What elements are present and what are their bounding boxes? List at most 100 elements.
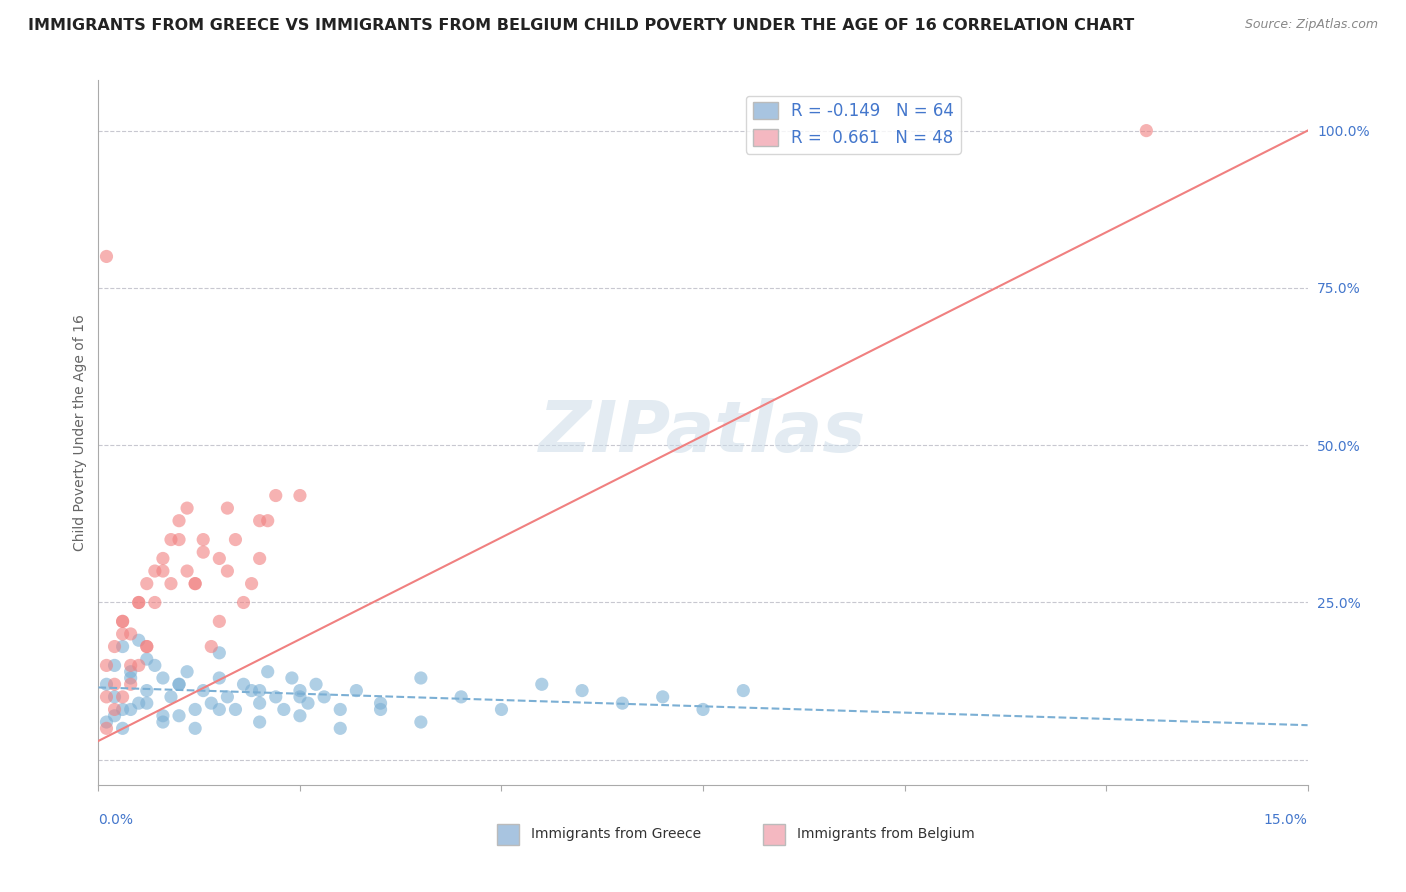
Point bbox=[305, 677, 328, 691]
Point bbox=[184, 702, 207, 716]
Point bbox=[1135, 123, 1157, 137]
Legend: R = -0.149   N = 64, R =  0.661   N = 48: R = -0.149 N = 64, R = 0.661 N = 48 bbox=[747, 95, 960, 153]
Point bbox=[217, 501, 239, 516]
Point bbox=[184, 576, 207, 591]
Point bbox=[256, 514, 278, 528]
Point bbox=[96, 690, 118, 704]
Point bbox=[200, 696, 222, 710]
Y-axis label: Child Poverty Under the Age of 16: Child Poverty Under the Age of 16 bbox=[73, 314, 87, 551]
Point bbox=[135, 640, 157, 654]
Point bbox=[314, 690, 336, 704]
Point bbox=[224, 533, 246, 547]
Point bbox=[264, 489, 287, 503]
Point bbox=[128, 658, 150, 673]
Point bbox=[240, 576, 263, 591]
Point bbox=[160, 576, 183, 591]
Point bbox=[167, 533, 190, 547]
Text: Immigrants from Belgium: Immigrants from Belgium bbox=[797, 827, 976, 841]
Point bbox=[208, 702, 231, 716]
Point bbox=[152, 564, 174, 578]
FancyBboxPatch shape bbox=[763, 823, 785, 845]
Point bbox=[103, 677, 125, 691]
Point bbox=[217, 690, 239, 704]
Point bbox=[152, 671, 174, 685]
Point bbox=[193, 533, 215, 547]
Point bbox=[103, 640, 125, 654]
Point bbox=[249, 514, 271, 528]
Point bbox=[240, 683, 263, 698]
Point bbox=[143, 595, 166, 609]
Point bbox=[167, 514, 190, 528]
Point bbox=[96, 658, 118, 673]
Point bbox=[111, 640, 134, 654]
Text: 15.0%: 15.0% bbox=[1264, 814, 1308, 827]
Point bbox=[96, 722, 118, 736]
Point bbox=[120, 702, 142, 716]
Point bbox=[143, 564, 166, 578]
Point bbox=[217, 564, 239, 578]
Point bbox=[111, 702, 134, 716]
Point bbox=[176, 665, 198, 679]
Point bbox=[128, 595, 150, 609]
Point bbox=[120, 677, 142, 691]
Point bbox=[733, 683, 755, 698]
Point bbox=[208, 551, 231, 566]
Point bbox=[193, 545, 215, 559]
Text: Immigrants from Greece: Immigrants from Greece bbox=[531, 827, 702, 841]
Point bbox=[249, 683, 271, 698]
Point bbox=[232, 677, 254, 691]
Point bbox=[288, 690, 311, 704]
Point bbox=[329, 702, 352, 716]
Point bbox=[200, 640, 222, 654]
Point bbox=[135, 683, 157, 698]
Text: ZIPatlas: ZIPatlas bbox=[540, 398, 866, 467]
Point bbox=[103, 708, 125, 723]
Point bbox=[128, 595, 150, 609]
Point bbox=[224, 702, 246, 716]
Point bbox=[176, 501, 198, 516]
Point bbox=[409, 671, 432, 685]
Point bbox=[128, 696, 150, 710]
Point bbox=[450, 690, 472, 704]
Text: Source: ZipAtlas.com: Source: ZipAtlas.com bbox=[1244, 18, 1378, 31]
Point bbox=[264, 690, 287, 704]
Point bbox=[612, 696, 634, 710]
Point bbox=[329, 722, 352, 736]
Point bbox=[111, 615, 134, 629]
Point bbox=[152, 551, 174, 566]
Point bbox=[111, 627, 134, 641]
Point bbox=[128, 633, 150, 648]
Point bbox=[256, 665, 278, 679]
Point bbox=[370, 702, 392, 716]
Point bbox=[152, 708, 174, 723]
Point bbox=[288, 708, 311, 723]
Point bbox=[530, 677, 553, 691]
Point bbox=[135, 696, 157, 710]
Point bbox=[193, 683, 215, 698]
Point bbox=[249, 696, 271, 710]
Point bbox=[288, 489, 311, 503]
Point bbox=[491, 702, 513, 716]
Point bbox=[160, 690, 183, 704]
Point bbox=[111, 722, 134, 736]
Point bbox=[96, 677, 118, 691]
Text: IMMIGRANTS FROM GREECE VS IMMIGRANTS FROM BELGIUM CHILD POVERTY UNDER THE AGE OF: IMMIGRANTS FROM GREECE VS IMMIGRANTS FRO… bbox=[28, 18, 1135, 33]
Point bbox=[143, 658, 166, 673]
Point bbox=[692, 702, 714, 716]
Point bbox=[103, 702, 125, 716]
Point bbox=[135, 652, 157, 666]
Point bbox=[232, 595, 254, 609]
Text: 0.0%: 0.0% bbox=[98, 814, 134, 827]
Point bbox=[184, 722, 207, 736]
Point bbox=[571, 683, 593, 698]
Point bbox=[167, 677, 190, 691]
Point bbox=[120, 665, 142, 679]
Point bbox=[208, 671, 231, 685]
Point bbox=[103, 690, 125, 704]
Point bbox=[167, 708, 190, 723]
Point bbox=[120, 658, 142, 673]
Point bbox=[370, 696, 392, 710]
Point bbox=[167, 677, 190, 691]
Point bbox=[176, 564, 198, 578]
Point bbox=[120, 627, 142, 641]
